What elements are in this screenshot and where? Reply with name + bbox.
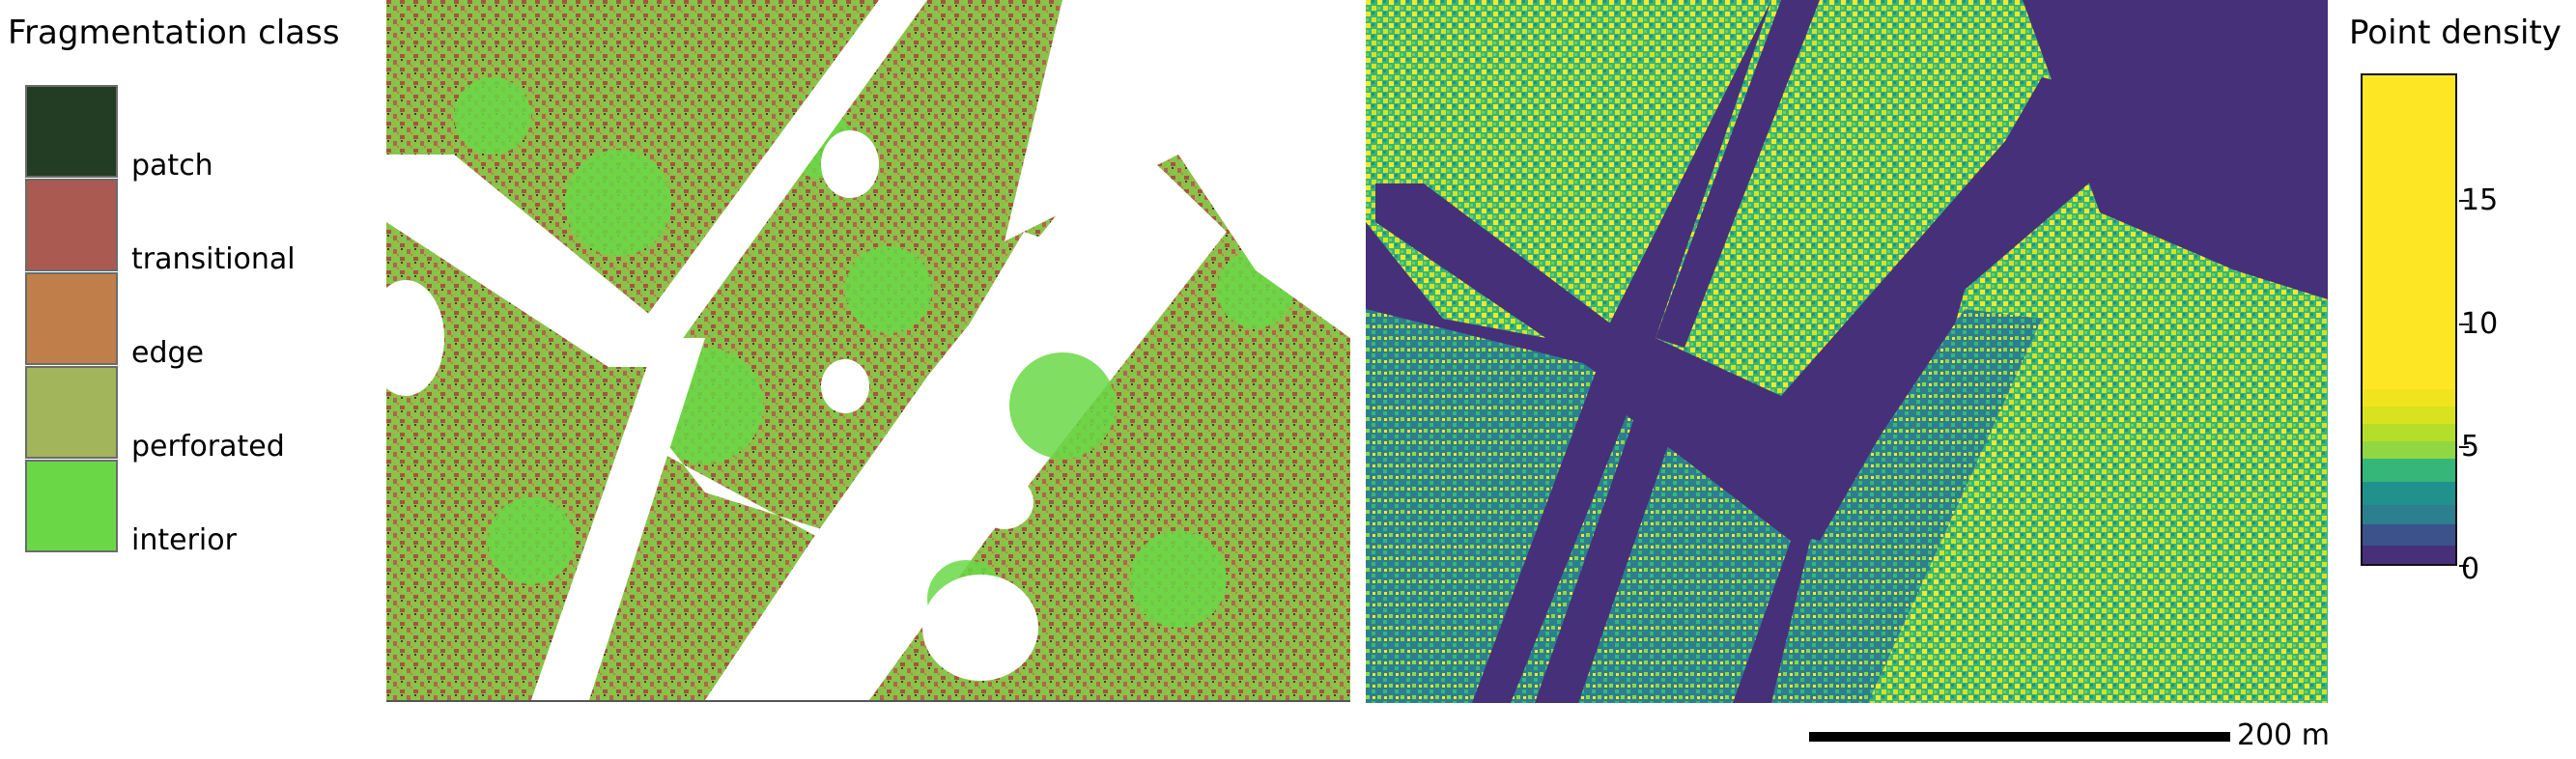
point-density-map[interactable] xyxy=(1366,0,2328,703)
legend-label-patch: patch xyxy=(131,149,213,183)
colorbar-tick-5 xyxy=(2459,446,2469,448)
colorbar-tick-10 xyxy=(2459,323,2469,325)
scale-bar-label: 200 m xyxy=(2237,718,2331,752)
colorbar-tick-0 xyxy=(2459,565,2469,567)
legend-label-transitional: transitional xyxy=(131,242,296,276)
legend-swatch-patch xyxy=(25,85,118,178)
fragmentation-legend-title: Fragmentation class xyxy=(8,14,340,52)
point-density-colorbar xyxy=(2361,73,2457,566)
colorbar-label-5: 5 xyxy=(2461,430,2480,464)
legend-label-edge: edge xyxy=(131,336,204,370)
fragmentation-map-canvas xyxy=(386,0,1350,700)
colorbar-tick-15 xyxy=(2459,200,2469,202)
legend-swatch-edge xyxy=(25,272,118,365)
colorbar-label-0: 0 xyxy=(2461,552,2480,586)
scale-bar xyxy=(1809,732,2230,742)
point-density-legend-title: Point density xyxy=(2349,14,2562,52)
fragmentation-map[interactable] xyxy=(386,0,1350,702)
legend-swatch-interior xyxy=(25,460,118,552)
colorbar-label-10: 10 xyxy=(2461,307,2499,341)
colorbar-label-15: 15 xyxy=(2461,183,2499,217)
legend-swatch-perforated xyxy=(25,366,118,459)
legend-swatch-transitional xyxy=(25,179,118,271)
legend-label-perforated: perforated xyxy=(131,430,285,464)
legend-label-interior: interior xyxy=(131,523,237,557)
point-density-map-canvas xyxy=(1366,0,2328,703)
